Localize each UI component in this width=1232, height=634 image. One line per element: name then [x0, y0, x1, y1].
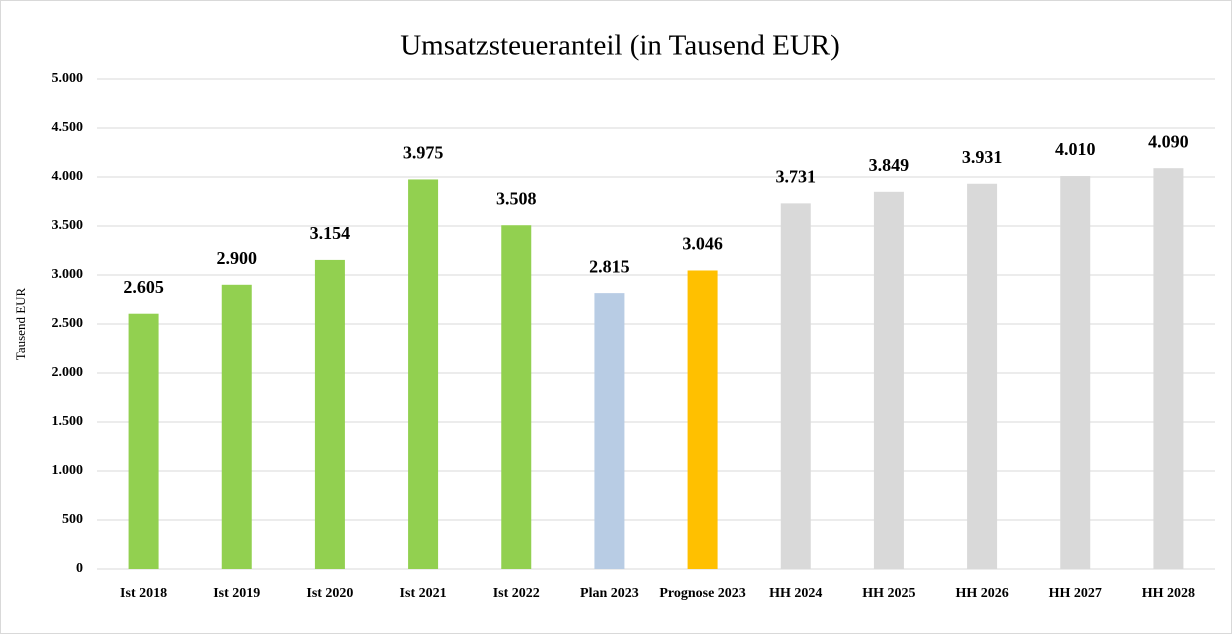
y-tick-label: 5.000: [52, 71, 84, 86]
y-tick-label: 2.500: [52, 316, 84, 331]
chart-title: Umsatzsteueranteil (in Tausend EUR): [400, 30, 840, 62]
bar: [873, 191, 904, 569]
y-tick-label: 4.000: [52, 169, 84, 184]
x-tick-label: HH 2026: [955, 586, 1008, 601]
value-label: 3.931: [962, 147, 1003, 167]
x-tick-label: Ist 2018: [120, 586, 167, 601]
value-label: 4.090: [1148, 131, 1189, 151]
x-tick-label: HH 2027: [1049, 586, 1102, 601]
y-tick-label: 500: [62, 512, 83, 527]
value-label: 2.605: [123, 277, 164, 297]
bar: [408, 179, 439, 569]
x-tick-label: HH 2024: [769, 586, 822, 601]
bar: [1060, 176, 1091, 569]
y-tick-label: 3.000: [52, 267, 84, 282]
bar: [780, 203, 811, 569]
x-tick-label: HH 2025: [862, 586, 915, 601]
value-label: 4.010: [1055, 139, 1096, 159]
y-axis-label: Tausend EUR: [13, 287, 28, 360]
x-tick-label: Plan 2023: [580, 586, 639, 601]
y-tick-label: 3.500: [52, 218, 84, 233]
bar: [128, 313, 159, 569]
value-label: 2.815: [589, 256, 630, 276]
x-tick-label: Ist 2021: [400, 586, 447, 601]
value-label: 3.975: [403, 143, 444, 163]
x-tick-label: Ist 2022: [493, 586, 540, 601]
x-tick-label: Ist 2020: [306, 586, 353, 601]
value-label: 2.900: [217, 248, 258, 268]
bar: [967, 183, 998, 569]
bar: [221, 284, 252, 569]
value-label: 3.046: [682, 234, 723, 254]
y-tick-label: 2.000: [52, 365, 84, 380]
y-tick-label: 1.000: [52, 463, 84, 478]
bar: [594, 293, 625, 569]
value-label: 3.508: [496, 188, 537, 208]
bar: [1153, 168, 1184, 569]
x-tick-label: Ist 2019: [213, 586, 260, 601]
value-label: 3.154: [310, 223, 351, 243]
value-label: 3.731: [776, 166, 817, 186]
value-label: 3.849: [869, 155, 910, 175]
y-tick-label: 4.500: [52, 120, 84, 135]
y-tick-label: 1.500: [52, 414, 84, 429]
x-tick-label: Prognose 2023: [659, 586, 745, 601]
bar: [501, 225, 532, 569]
x-tick-label: HH 2028: [1142, 586, 1195, 601]
bar: [314, 259, 345, 569]
y-tick-label: 0: [76, 561, 83, 576]
bar: [687, 270, 718, 569]
